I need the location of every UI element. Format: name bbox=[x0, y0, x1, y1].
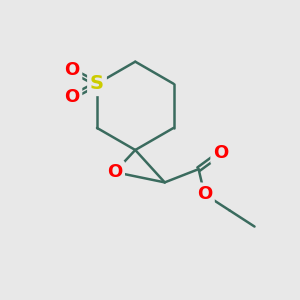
Text: O: O bbox=[107, 163, 122, 181]
Text: O: O bbox=[213, 144, 228, 162]
Text: S: S bbox=[90, 74, 104, 93]
Text: O: O bbox=[64, 61, 80, 80]
Text: O: O bbox=[197, 185, 212, 203]
Text: O: O bbox=[64, 88, 80, 106]
